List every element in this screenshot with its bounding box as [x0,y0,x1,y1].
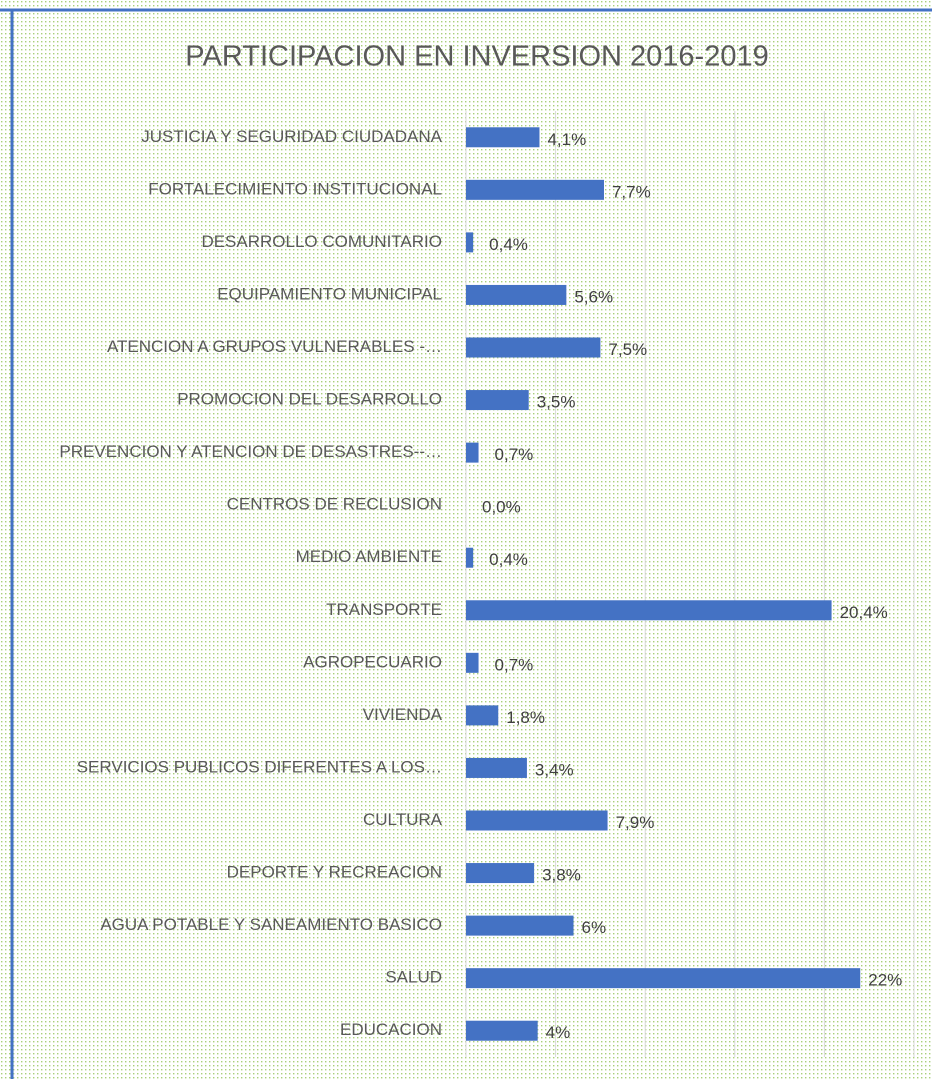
bar [466,652,479,673]
bar [466,390,529,411]
y-tick-label: ATENCION A GRUPOS VULNERABLES -… [107,337,442,356]
bar [466,863,535,884]
bar [466,705,499,726]
data-label: 7,7% [612,182,651,201]
bar [466,1020,538,1041]
y-tick-label: AGROPECUARIO [303,652,442,671]
y-tick-label: EQUIPAMIENTO MUNICIPAL [217,284,442,303]
data-label: 1,8% [506,708,545,727]
y-tick-label: FORTALECIMIENTO INSTITUCIONAL [148,179,442,198]
data-label: 0,7% [495,655,534,674]
data-label: 0,0% [482,498,521,517]
y-tick-label: TRANSPORTE [326,600,442,619]
data-label: 3,8% [542,866,581,885]
y-tick-label: VIVIENDA [363,705,443,724]
bar [466,547,474,568]
data-label: 4% [546,1023,571,1042]
y-tick-label: SERVICIOS PUBLICOS DIFERENTES A LOS… [77,757,442,776]
data-label: 7,5% [608,340,647,359]
bar [466,337,601,358]
data-label: 3,4% [535,760,574,779]
y-tick-label: PROMOCION DEL DESARROLLO [177,390,442,409]
y-tick-label: CULTURA [363,810,443,829]
bar [466,442,479,463]
bar [466,600,832,621]
data-label: 0,7% [495,445,534,464]
bar [466,179,604,200]
y-tick-label: JUSTICIA Y SEGURIDAD CIUDADANA [141,127,442,146]
y-tick-label: EDUCACION [340,1020,442,1039]
bar [466,915,574,936]
y-tick-label: CENTROS DE RECLUSION [227,495,442,514]
bar [466,968,861,989]
y-tick-label: DESARROLLO COMUNITARIO [201,232,442,251]
chart-title: PARTICIPACION EN INVERSION 2016-2019 [185,41,768,73]
data-label: 7,9% [616,813,655,832]
bar [466,127,540,148]
data-label: 4,1% [547,130,586,149]
bar [466,284,567,305]
data-label: 5,6% [574,287,613,306]
data-label: 20,4% [840,603,888,622]
data-label: 0,4% [489,235,528,254]
data-label: 0,4% [489,550,528,569]
data-label: 22% [868,971,902,990]
y-tick-label: PREVENCION Y ATENCION DE DESASTRES--… [59,442,442,461]
bar [466,757,527,778]
bar [466,810,608,831]
y-tick-label: AGUA POTABLE Y SANEAMIENTO BASICO [100,915,442,934]
bar [466,232,474,253]
y-tick-label: DEPORTE Y RECREACION [227,863,442,882]
data-label: 3,5% [537,393,576,412]
data-label: 6% [582,918,607,937]
y-tick-label: SALUD [385,968,442,987]
y-tick-label: MEDIO AMBIENTE [296,547,442,566]
